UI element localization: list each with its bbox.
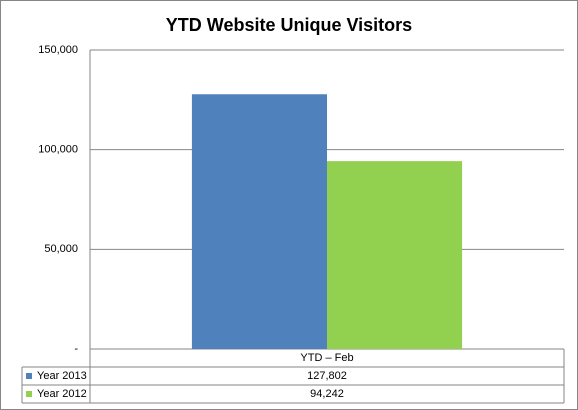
y-tick-label: - [74, 343, 78, 355]
value-label: 127,802 [307, 370, 347, 382]
value-label: 94,242 [310, 388, 344, 400]
y-tick-label: 50,000 [44, 243, 78, 255]
chart-title: YTD Website Unique Visitors [166, 15, 412, 35]
legend-label: Year 2012 [37, 388, 87, 400]
legend-label: Year 2013 [37, 370, 87, 382]
legend-marker [26, 373, 32, 379]
y-tick-label: 100,000 [38, 144, 78, 156]
bar [191, 94, 327, 349]
bar [327, 161, 463, 349]
x-tick-label: YTD – Feb [300, 352, 353, 364]
y-tick-label: 150,000 [38, 44, 78, 56]
legend-marker [26, 391, 32, 397]
